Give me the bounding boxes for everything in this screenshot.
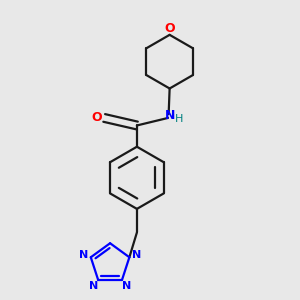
Text: N: N bbox=[132, 250, 142, 260]
Text: N: N bbox=[165, 110, 175, 122]
Text: N: N bbox=[122, 281, 131, 291]
Text: H: H bbox=[175, 114, 184, 124]
Text: N: N bbox=[79, 250, 88, 260]
Text: O: O bbox=[164, 22, 175, 35]
Text: N: N bbox=[89, 281, 98, 291]
Text: O: O bbox=[92, 111, 102, 124]
